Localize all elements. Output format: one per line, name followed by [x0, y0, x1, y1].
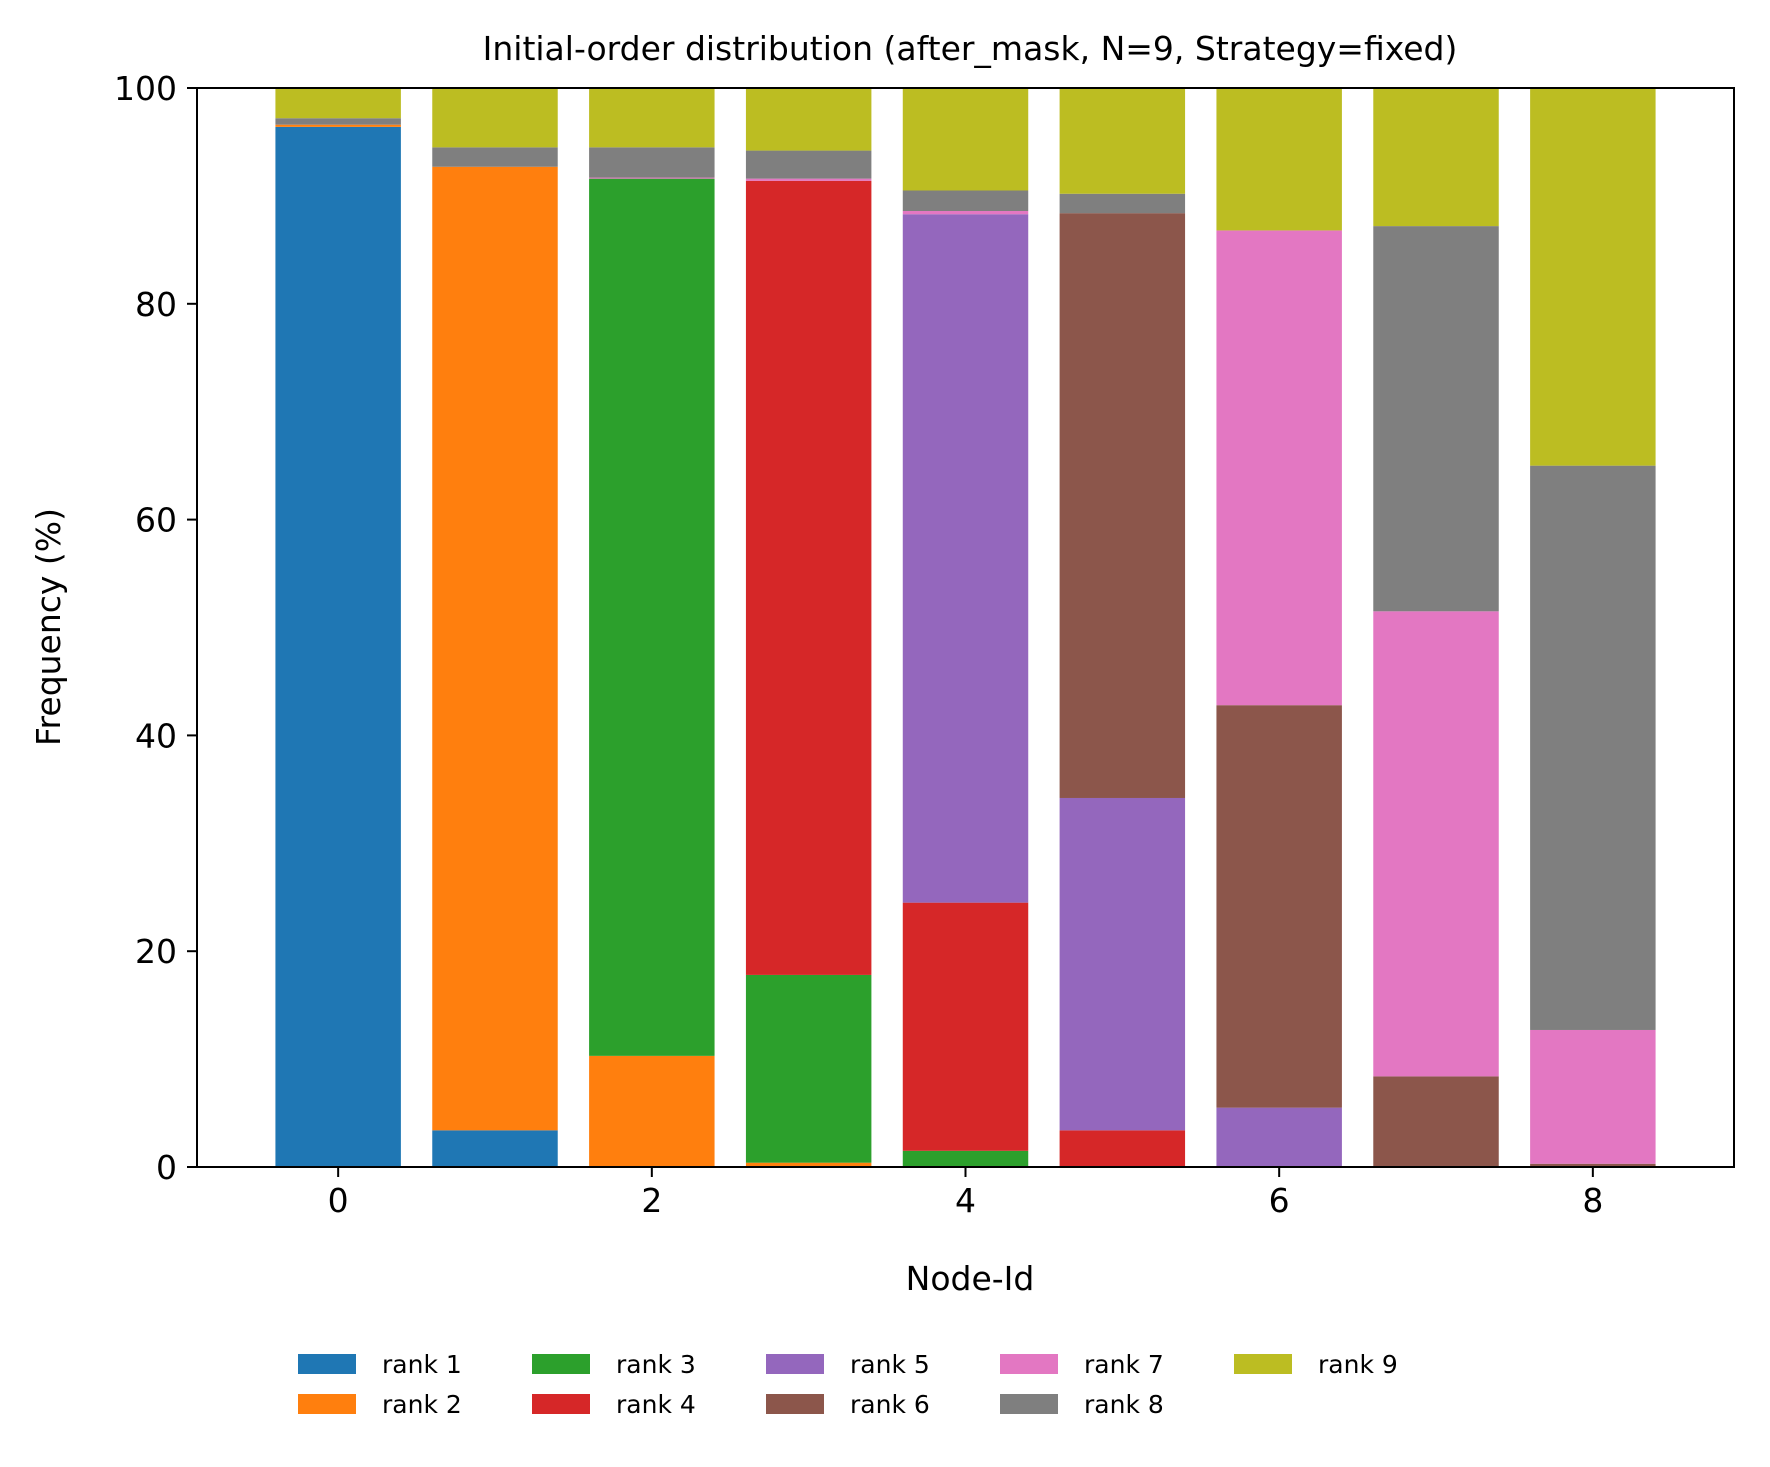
bar-node8-rank-7	[1530, 1029, 1656, 1164]
bar-node7-rank-8	[1373, 226, 1499, 612]
bar-node4-rank-3	[902, 1150, 1029, 1167]
legend-label-rank-6: rank 6	[850, 1390, 930, 1419]
bar-node2-rank-9	[589, 88, 715, 148]
legend-label-rank-2: rank 2	[382, 1390, 462, 1419]
bar-node4-rank-7	[902, 211, 1029, 215]
bar-node6-rank-7	[1216, 230, 1342, 706]
legend-swatch-rank-1	[298, 1354, 356, 1374]
bar-node8-rank-9	[1530, 88, 1656, 466]
bar-node5-rank-9	[1059, 88, 1186, 194]
y-axis-label: Frequency (%)	[29, 508, 68, 746]
bar-node7-rank-7	[1373, 611, 1499, 1077]
legend-label-rank-3: rank 3	[616, 1350, 696, 1379]
y-tick-label: 20	[135, 932, 177, 971]
legend-label-rank-4: rank 4	[616, 1390, 696, 1419]
bar-node0-rank-1	[275, 126, 401, 1168]
bar-node5-rank-8	[1059, 193, 1186, 214]
bar-node4-rank-5	[902, 214, 1029, 903]
bar-node7-rank-9	[1373, 88, 1499, 227]
bars-layer	[275, 88, 1656, 1168]
bar-node0-rank-8	[275, 118, 401, 125]
legend-swatch-rank-9	[1234, 1354, 1292, 1374]
y-tick-label: 60	[135, 501, 177, 540]
legend-swatch-rank-3	[532, 1354, 590, 1374]
chart-title: Initial-order distribution (after_mask, …	[483, 29, 1458, 68]
bar-node6-rank-5	[1216, 1107, 1342, 1167]
legend-label-rank-7: rank 7	[1084, 1350, 1164, 1379]
legend-label-rank-1: rank 1	[382, 1350, 462, 1379]
x-tick-label: 4	[955, 1181, 976, 1220]
bar-node8-rank-6	[1530, 1163, 1656, 1167]
legend-label-rank-9: rank 9	[1318, 1350, 1398, 1379]
bar-node1-rank-9	[432, 88, 558, 148]
bar-node2-rank-7	[589, 177, 715, 179]
bar-node4-rank-4	[902, 902, 1029, 1151]
y-axis-ticks: 0 20 40 60 80 100	[114, 69, 197, 1187]
x-tick-label: 6	[1269, 1181, 1290, 1220]
y-tick-label: 0	[156, 1148, 177, 1187]
bar-node2-rank-8	[589, 147, 715, 178]
legend-label-rank-5: rank 5	[850, 1350, 930, 1379]
x-tick-label: 0	[328, 1181, 349, 1220]
bar-node0-rank-2	[275, 124, 401, 127]
bar-node6-rank-6	[1216, 705, 1342, 1108]
x-tick-label: 8	[1582, 1181, 1603, 1220]
bar-node4-rank-8	[902, 190, 1029, 211]
bar-node2-rank-2	[589, 1055, 715, 1167]
y-tick-label: 40	[135, 716, 177, 755]
legend-swatch-rank-5	[766, 1354, 824, 1374]
bar-node3-rank-8	[745, 150, 872, 179]
bar-node3-rank-3	[745, 974, 872, 1163]
bar-node1-rank-1	[432, 1130, 558, 1167]
bar-node5-rank-6	[1059, 213, 1186, 798]
x-axis-ticks: 0 2 4 6 8	[328, 1167, 1603, 1220]
bar-node5-rank-4	[1059, 1130, 1186, 1167]
legend-label-rank-8: rank 8	[1084, 1390, 1164, 1419]
legend-swatch-rank-6	[766, 1394, 824, 1414]
y-tick-label: 80	[135, 285, 177, 324]
bar-node7-rank-6	[1373, 1076, 1499, 1167]
bar-node6-rank-9	[1216, 88, 1342, 231]
y-tick-label: 100	[114, 69, 177, 108]
x-tick-label: 2	[641, 1181, 662, 1220]
legend-swatch-rank-4	[532, 1394, 590, 1414]
bar-node3-rank-7	[745, 178, 872, 181]
bar-node1-rank-8	[432, 147, 558, 167]
x-axis-label: Node-Id	[906, 1259, 1035, 1298]
bar-node3-rank-4	[745, 180, 872, 975]
bar-node3-rank-9	[745, 88, 872, 151]
legend-swatch-rank-2	[298, 1394, 356, 1414]
bar-node8-rank-8	[1530, 465, 1656, 1030]
bar-node2-rank-3	[589, 178, 715, 1056]
bar-node1-rank-2	[432, 166, 558, 1131]
bar-node5-rank-5	[1059, 797, 1186, 1131]
legend: rank 1 rank 2 rank 3 rank 4 rank 5 rank 6 rank…	[298, 1350, 1398, 1419]
bar-node0-rank-9	[275, 88, 401, 119]
bar-node4-rank-9	[902, 88, 1029, 191]
bar-node3-rank-2	[745, 1162, 872, 1167]
legend-swatch-rank-7	[1000, 1354, 1058, 1374]
legend-swatch-rank-8	[1000, 1394, 1058, 1414]
